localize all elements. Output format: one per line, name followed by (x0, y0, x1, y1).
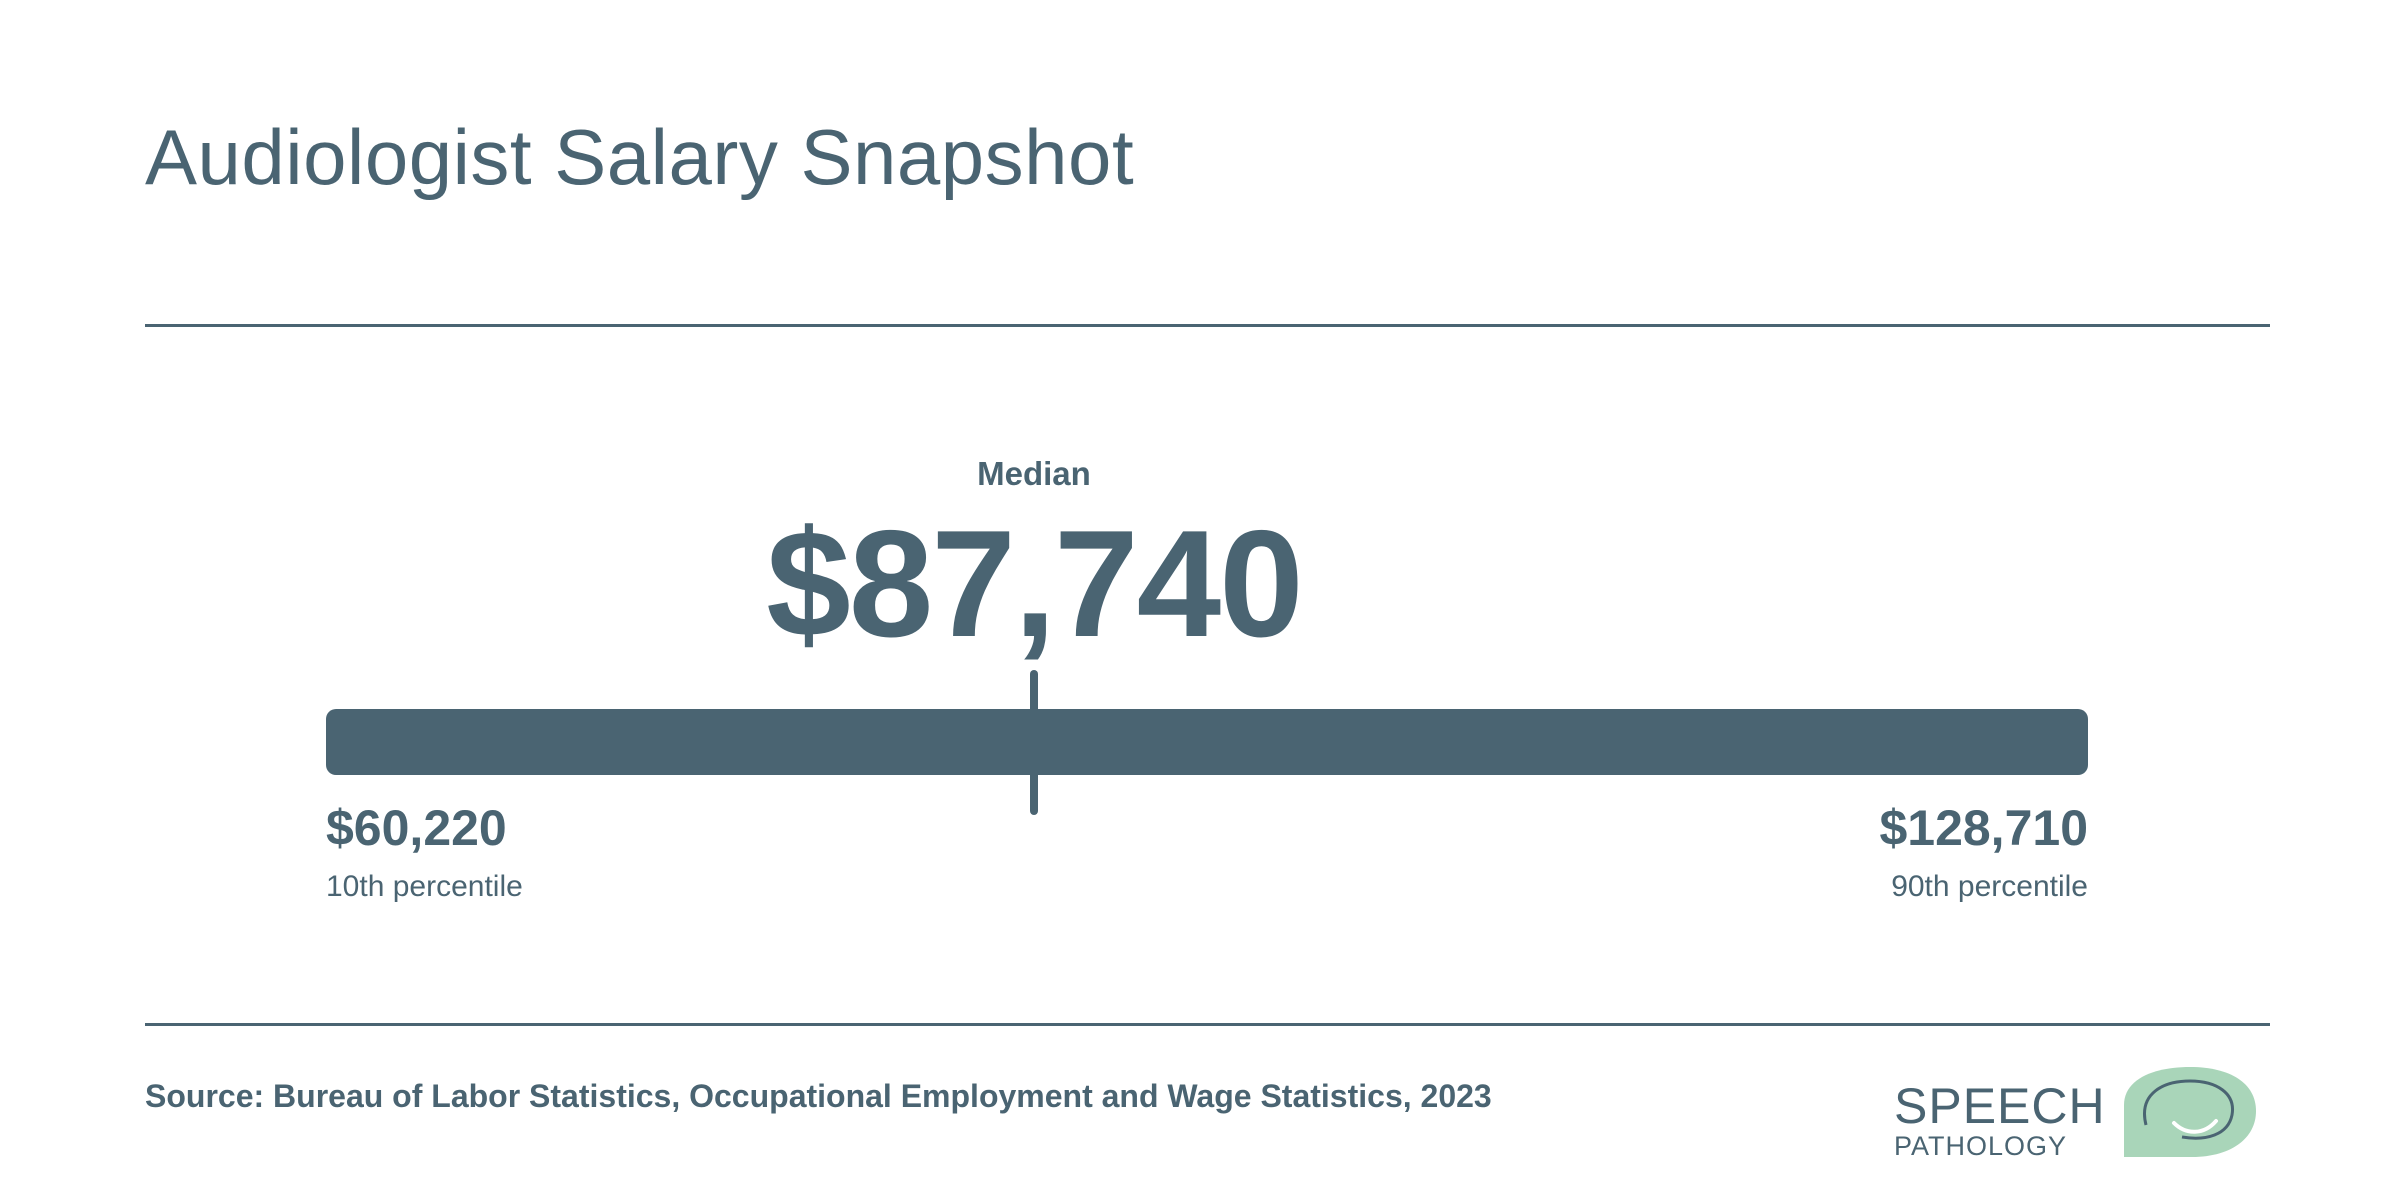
median-marker (1029, 670, 1038, 815)
min-value: $60,220 (326, 800, 507, 856)
min-label: 10th percentile (326, 870, 523, 903)
source-note: Source: Bureau of Labor Statistics, Occu… (145, 1078, 1492, 1114)
logo: SPEECH PATHOLOGY (1890, 1065, 2260, 1165)
salary-range-chart: Median $87,740 $60,220 10th percentile $… (326, 455, 2088, 903)
median-value: $87,740 (766, 499, 1303, 669)
max-value: $128,710 (1879, 800, 2088, 856)
logo-word-pathology: PATHOLOGY (1894, 1131, 2068, 1161)
bottom-divider (145, 1023, 2270, 1026)
logo-word-speech: SPEECH (1894, 1078, 2106, 1134)
max-label: 90th percentile (1891, 870, 2088, 903)
salary-range-bar (326, 709, 2088, 775)
top-divider (145, 324, 2270, 327)
page-title: Audiologist Salary Snapshot (145, 113, 1135, 201)
median-label: Median (977, 455, 1091, 492)
speech-bubble-smile-icon (2124, 1067, 2256, 1157)
